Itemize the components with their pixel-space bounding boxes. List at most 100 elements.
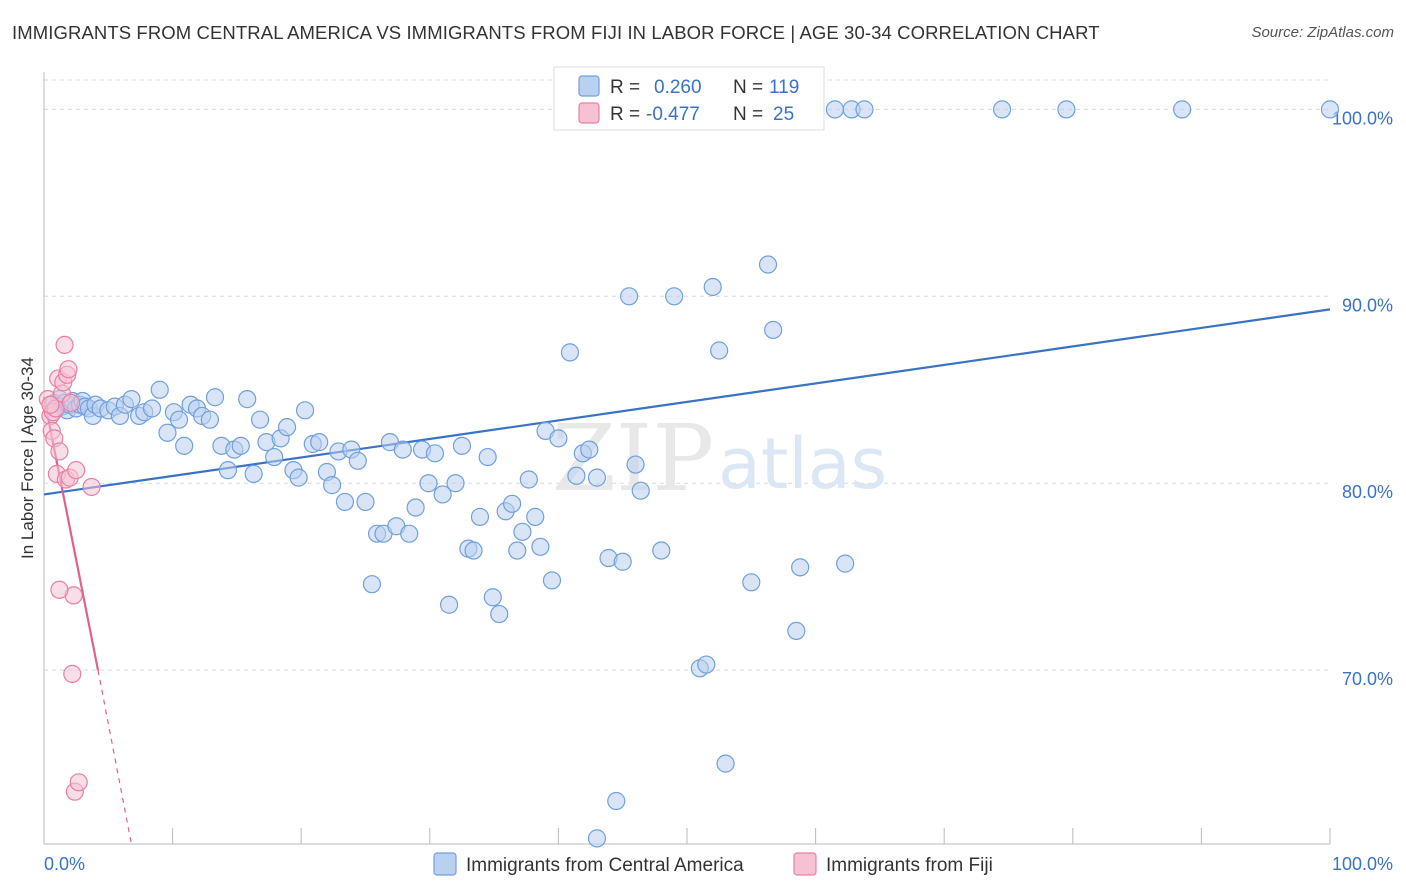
chart-title: IMMIGRANTS FROM CENTRAL AMERICA VS IMMIG… [12, 22, 1100, 43]
point-central-america-86 [542, 571, 562, 590]
x-tick-label-min: 0.0% [44, 854, 85, 874]
trend-lines [42, 308, 1331, 845]
chart-source: Source: ZipAtlas.com [1251, 24, 1394, 41]
gridlines [44, 79, 1330, 671]
point-central-america-20 [122, 390, 141, 409]
point-central-america-56 [356, 492, 375, 512]
bottom-legend-swatch-central-america [433, 852, 457, 876]
point-central-america-46 [289, 468, 308, 487]
point-fiji-11 [55, 335, 74, 355]
point-central-america-28 [175, 436, 194, 455]
point-central-america-47 [295, 401, 315, 420]
point-central-america-105 [742, 573, 761, 592]
legend-swatch-fiji [578, 102, 600, 124]
point-central-america-23 [142, 399, 162, 418]
y-tick-label-0: 70.0% [1342, 669, 1393, 689]
point-central-america-53 [335, 492, 355, 512]
point-central-america-67 [425, 444, 445, 463]
point-central-america-27 [169, 410, 189, 429]
point-central-america-94 [613, 552, 632, 571]
y-tick-label-3: 100.0% [1332, 108, 1393, 128]
point-central-america-119 [855, 100, 874, 119]
point-fiji-21 [69, 773, 88, 792]
point-central-america-117 [825, 100, 844, 119]
bottom-legend-label-fiji: Immigrants from Fiji [826, 855, 993, 876]
point-central-america-32 [200, 410, 219, 429]
point-central-america-42 [265, 447, 284, 467]
series-fiji-points [38, 335, 101, 801]
point-central-america-35 [218, 461, 237, 480]
legend-n-value-0: 119 [769, 77, 799, 98]
point-central-america-99 [665, 287, 684, 306]
point-central-america-109 [791, 558, 810, 577]
legend-n-value-1: 25 [773, 104, 794, 125]
trendline-central-america [43, 308, 1331, 496]
legend-swatch-central-america [578, 75, 600, 97]
point-central-america-57 [362, 575, 382, 594]
point-central-america-49 [310, 433, 329, 452]
point-central-america-82 [519, 470, 538, 489]
y-tick-label-1: 80.0% [1342, 482, 1393, 502]
bottom-legend-label-central-america: Immigrants from Central America [466, 855, 744, 876]
point-central-america-24 [150, 380, 169, 399]
point-central-america-106 [758, 255, 778, 274]
point-central-america-73 [464, 541, 483, 560]
legend-r-label-0: R = [610, 77, 640, 98]
point-central-america-79 [503, 494, 522, 513]
legend-r-value-0: 0.260 [654, 77, 702, 98]
point-central-america-37 [231, 436, 250, 455]
bottom-legend: Immigrants from Central America Immigran… [433, 852, 993, 876]
point-central-america-25 [158, 423, 177, 442]
point-central-america-97 [631, 481, 650, 500]
point-central-america-77 [490, 604, 509, 624]
legend-r-label-1: R = [610, 104, 640, 125]
y-tick-label-2: 90.0% [1342, 295, 1393, 315]
point-central-america-108 [787, 621, 806, 641]
point-central-america-102 [703, 277, 722, 297]
point-central-america-96 [626, 455, 645, 474]
legend-n-label-1: N = [733, 104, 763, 125]
x-ticks [43, 828, 1331, 844]
bottom-legend-swatch-fiji [793, 852, 817, 876]
point-central-america-64 [406, 498, 425, 517]
point-central-america-66 [419, 474, 438, 493]
point-central-america-103 [710, 341, 729, 360]
point-central-america-51 [322, 476, 342, 495]
point-central-america-91 [580, 440, 599, 459]
point-fiji-20 [67, 461, 86, 480]
point-central-america-68 [433, 485, 452, 504]
series-central-america-points [45, 100, 1340, 848]
point-central-america-70 [446, 474, 465, 493]
point-central-america-62 [393, 440, 412, 459]
point-central-america-107 [764, 320, 783, 340]
point-central-america-87 [549, 429, 568, 448]
legend-r-value-1: -0.477 [646, 104, 700, 125]
point-central-america-111 [607, 791, 626, 811]
watermark: ZIP atlas [552, 405, 887, 512]
legend: R = 0.260 N = 119 R = -0.477 N = 25 [553, 66, 825, 131]
point-fiji-23 [50, 580, 69, 599]
point-central-america-120 [992, 100, 1012, 119]
point-central-america-40 [250, 410, 270, 429]
point-central-america-84 [531, 537, 550, 556]
point-central-america-75 [478, 447, 497, 467]
point-central-america-38 [238, 390, 257, 409]
point-central-america-101 [697, 655, 716, 674]
trendline-fiji-extrapolated [97, 670, 133, 845]
point-central-america-110 [836, 554, 855, 573]
watermark-atlas: atlas [718, 423, 887, 505]
point-central-america-89 [567, 466, 586, 485]
point-central-america-74 [470, 507, 490, 526]
point-fiji-22 [82, 477, 101, 497]
legend-n-label-0: N = [733, 77, 763, 98]
point-fiji-8 [50, 442, 69, 461]
point-central-america-55 [348, 451, 367, 470]
y-axis-label: In Labor Force | Age 30-34 [18, 357, 37, 559]
point-central-america-80 [508, 541, 527, 560]
point-central-america-83 [526, 507, 545, 526]
point-central-america-122 [1173, 100, 1192, 119]
point-central-america-63 [400, 524, 419, 543]
point-central-america-39 [244, 464, 263, 483]
point-central-america-69 [439, 595, 459, 614]
